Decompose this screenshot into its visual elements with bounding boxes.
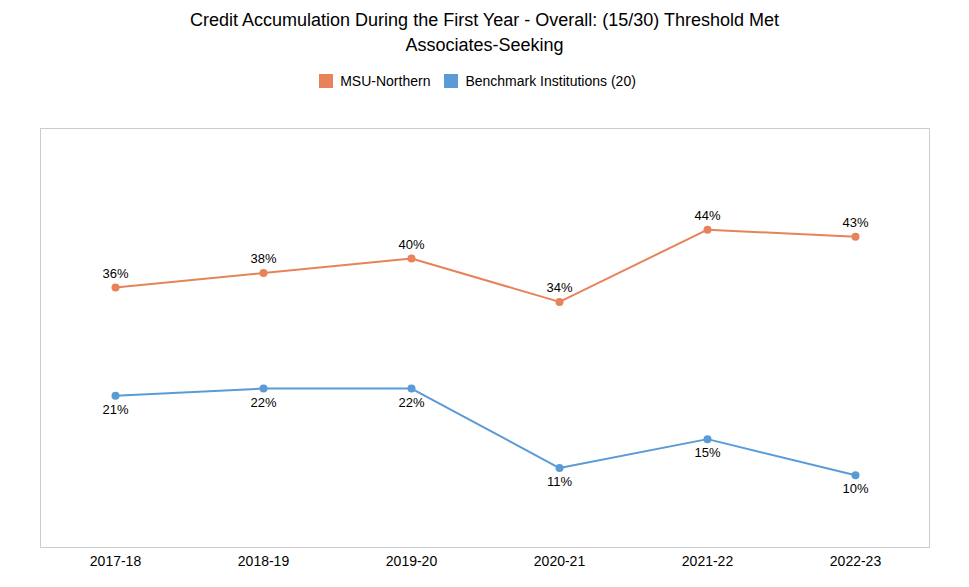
svg-text:34%: 34% xyxy=(546,280,572,295)
svg-text:2019-20: 2019-20 xyxy=(386,553,438,569)
svg-text:15%: 15% xyxy=(694,445,720,460)
svg-text:38%: 38% xyxy=(250,251,276,266)
svg-text:10%: 10% xyxy=(842,481,868,496)
svg-text:2022-23: 2022-23 xyxy=(830,553,882,569)
svg-text:36%: 36% xyxy=(102,266,128,281)
svg-text:11%: 11% xyxy=(547,474,572,489)
svg-text:44%: 44% xyxy=(694,208,720,223)
svg-text:2020-21: 2020-21 xyxy=(534,553,586,569)
svg-text:2021-22: 2021-22 xyxy=(682,553,734,569)
svg-text:21%: 21% xyxy=(102,402,128,417)
svg-text:22%: 22% xyxy=(398,395,424,410)
svg-text:43%: 43% xyxy=(842,215,868,230)
svg-text:22%: 22% xyxy=(250,395,276,410)
html-text:Benchmark Institutions (20): Benchmark Institutions (20) xyxy=(465,72,636,89)
html-text:Credit Accumulation During the: Credit Accumulation During the First Yea… xyxy=(190,10,779,30)
svg-text:2018-19: 2018-19 xyxy=(238,553,290,569)
html-text:MSU-Northern: MSU-Northern xyxy=(340,72,431,89)
svg-text:2017-18: 2017-18 xyxy=(90,553,142,569)
html-text:Associates-Seeking: Associates-Seeking xyxy=(405,35,564,55)
svg-text:40%: 40% xyxy=(398,237,424,252)
